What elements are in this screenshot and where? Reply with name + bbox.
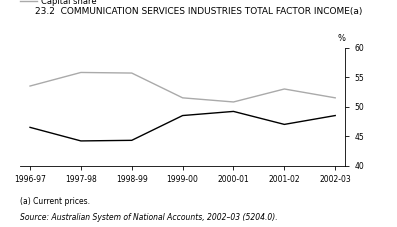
- Text: (a) Current prices.: (a) Current prices.: [20, 197, 90, 207]
- Capital share: [282, 88, 287, 90]
- Labour share: [282, 123, 287, 126]
- Text: %: %: [337, 34, 345, 43]
- Capital share: [129, 72, 134, 74]
- Labour share: [180, 114, 185, 117]
- Capital share: [180, 96, 185, 99]
- Line: Labour share: Labour share: [30, 111, 335, 141]
- Labour share: [333, 114, 337, 117]
- Text: 23.2  COMMUNICATION SERVICES INDUSTRIES TOTAL FACTOR INCOME(a): 23.2 COMMUNICATION SERVICES INDUSTRIES T…: [35, 7, 362, 16]
- Capital share: [28, 85, 33, 87]
- Labour share: [28, 126, 33, 129]
- Text: Source: Australian System of National Accounts, 2002–03 (5204.0).: Source: Australian System of National Ac…: [20, 213, 278, 222]
- Legend: Labour share, Capital share: Labour share, Capital share: [20, 0, 96, 6]
- Capital share: [231, 101, 236, 103]
- Capital share: [333, 96, 337, 99]
- Labour share: [79, 140, 83, 142]
- Line: Capital share: Capital share: [30, 72, 335, 102]
- Labour share: [129, 139, 134, 142]
- Capital share: [79, 71, 83, 74]
- Labour share: [231, 110, 236, 113]
